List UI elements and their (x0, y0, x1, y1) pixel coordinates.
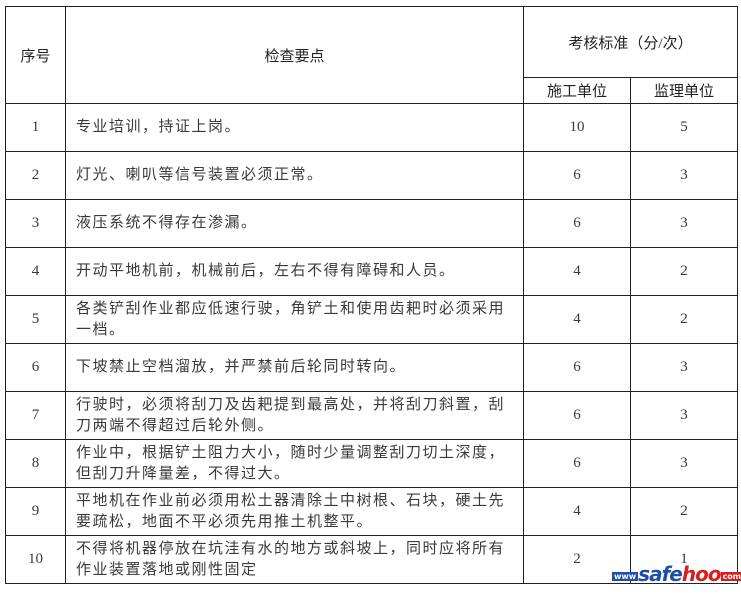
table-row: 3 液压系统不得存在渗漏。 6 3 (5, 199, 739, 248)
row-supervision-score: 3 (629, 343, 739, 392)
row-check-point: 平地机在作业前必须用松土器清除土中树根、石块，硬土先要疏松，地面不平必须先用推土… (65, 487, 524, 536)
row-supervision-score: 5 (629, 103, 739, 152)
row-supervision-score: 3 (629, 199, 739, 248)
row-check-point: 开动平地机前，机械前后，左右不得有障碍和人员。 (65, 247, 524, 296)
row-construction-score: 4 (523, 295, 631, 344)
row-check-point: 灯光、喇叭等信号装置必须正常。 (65, 151, 524, 200)
row-number: 9 (5, 487, 66, 536)
header-seq: 序号 (5, 6, 66, 104)
row-number: 4 (5, 247, 66, 296)
table-row: 6 下坡禁止空档溜放，并严禁前后轮同时转向。 6 3 (5, 343, 739, 392)
row-check-point: 作业中，根据铲土阻力大小，随时少量调整刮刀切土深度，但刮刀升降量差，不得过大。 (65, 439, 524, 488)
row-construction-score: 6 (523, 391, 631, 440)
row-number: 5 (5, 295, 66, 344)
row-construction-score: 6 (523, 151, 631, 200)
row-construction-score: 6 (523, 343, 631, 392)
row-check-point: 各类铲刮作业都应低速行驶，角铲土和使用齿耙时必须采用一档。 (65, 295, 524, 344)
row-supervision-score: 3 (629, 151, 739, 200)
row-number: 6 (5, 343, 66, 392)
row-construction-score: 6 (523, 439, 631, 488)
row-check-point: 下坡禁止空档溜放，并严禁前后轮同时转向。 (65, 343, 524, 392)
row-supervision-score: 2 (629, 295, 739, 344)
row-supervision-score: 2 (629, 487, 739, 536)
table-row: 7 行驶时，必须将刮刀及齿耙提到最高处，并将刮刀斜置，刮刀两端不得超过后轮外侧。 6… (5, 391, 739, 440)
table-row: 10 不得将机器停放在坑洼有水的地方或斜坡上，同时应将所有作业装置落地或刚性固定 2… (5, 535, 739, 584)
row-number: 7 (5, 391, 66, 440)
header-points: 检查要点 (65, 6, 524, 104)
row-construction-score: 4 (523, 487, 631, 536)
row-number: 10 (5, 535, 66, 584)
table-row: 2 灯光、喇叭等信号装置必须正常。 6 3 (5, 151, 739, 200)
row-supervision-score: 2 (629, 247, 739, 296)
row-check-point: 液压系统不得存在渗漏。 (65, 199, 524, 248)
table-row: 4 开动平地机前，机械前后，左右不得有障碍和人员。 4 2 (5, 247, 739, 296)
row-construction-score: 10 (523, 103, 631, 152)
row-supervision-score: 1 (629, 535, 739, 584)
header-construction: 施工单位 (523, 77, 631, 104)
row-number: 2 (5, 151, 66, 200)
inspection-table: 序号 检查要点 考核标准（分/次） 施工单位 监理单位 1 专业培训，持证上岗。 1… (5, 6, 739, 584)
row-check-point: 专业培训，持证上岗。 (65, 103, 524, 152)
row-number: 3 (5, 199, 66, 248)
table-row: 5 各类铲刮作业都应低速行驶，角铲土和使用齿耙时必须采用一档。 4 2 (5, 295, 739, 344)
row-check-point: 不得将机器停放在坑洼有水的地方或斜坡上，同时应将所有作业装置落地或刚性固定 (65, 535, 524, 584)
row-check-point: 行驶时，必须将刮刀及齿耙提到最高处，并将刮刀斜置，刮刀两端不得超过后轮外侧。 (65, 391, 524, 440)
row-supervision-score: 3 (629, 439, 739, 488)
row-construction-score: 6 (523, 199, 631, 248)
table-row: 9 平地机在作业前必须用松土器清除土中树根、石块，硬土先要疏松，地面不平必须先用推… (5, 487, 739, 536)
row-supervision-score: 3 (629, 391, 739, 440)
header-supervision: 监理单位 (629, 77, 739, 104)
row-construction-score: 4 (523, 247, 631, 296)
watermark-logo: www safehoo com (612, 562, 741, 586)
row-number: 1 (5, 103, 66, 152)
header-standard: 考核标准（分/次） (522, 6, 739, 78)
table-row: 8 作业中，根据铲土阻力大小，随时少量调整刮刀切土深度，但刮刀升降量差，不得过大。… (5, 439, 739, 488)
table-row: 1 专业培训，持证上岗。 10 5 (5, 103, 739, 152)
row-number: 8 (5, 439, 66, 488)
